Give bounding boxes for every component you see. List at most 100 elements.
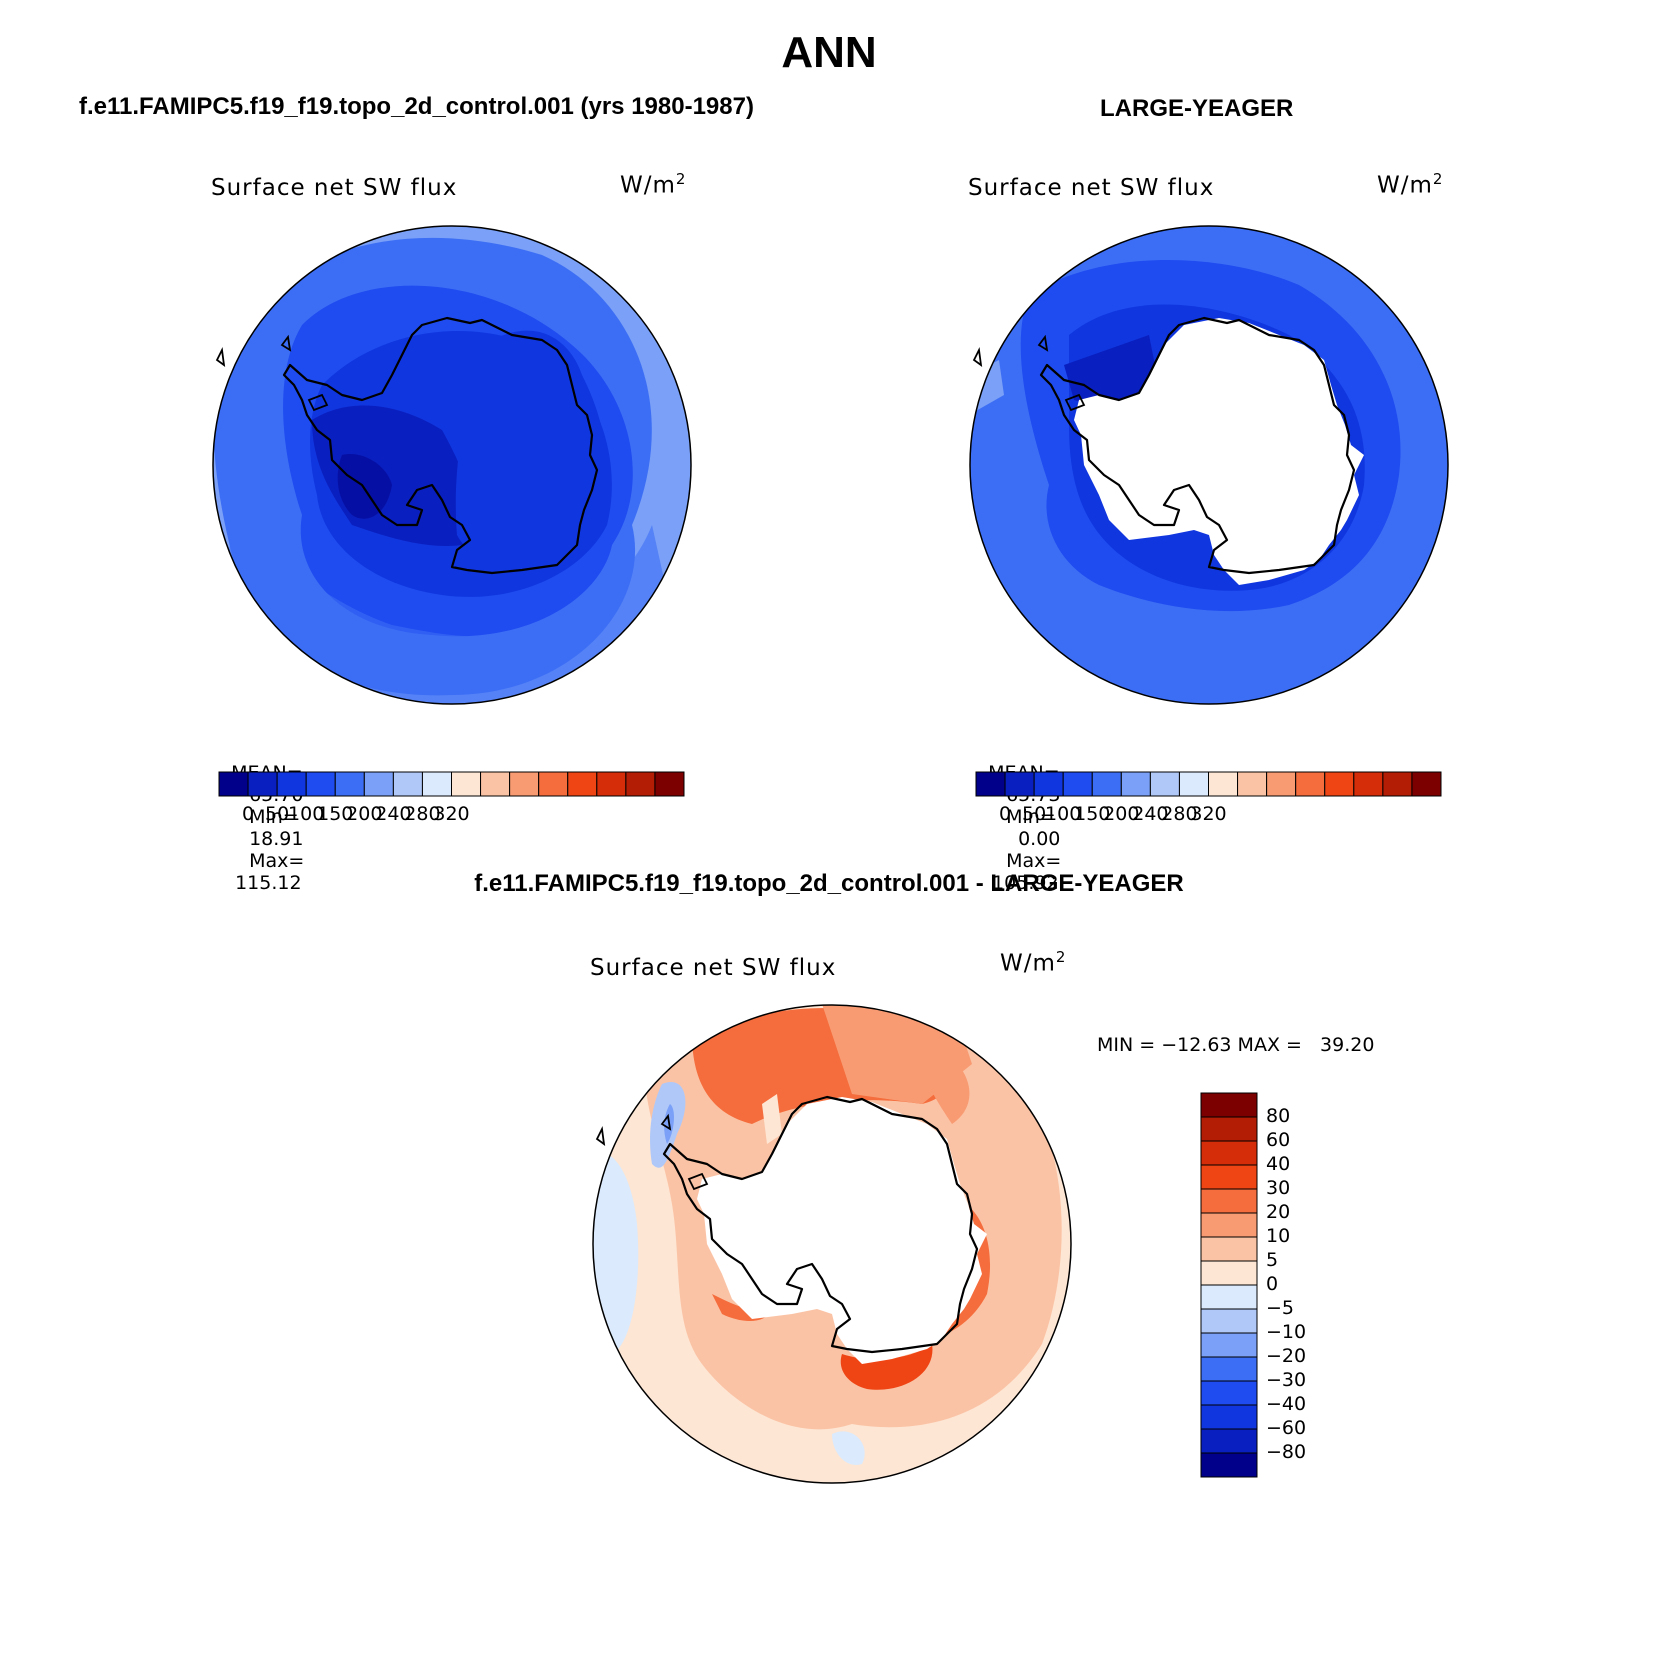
- panel2-coastline: [1039, 316, 1356, 575]
- colorbar-swatch: [1200, 1188, 1258, 1214]
- colorbar-swatch: [1266, 771, 1297, 797]
- panel1-max-label: Max=: [249, 850, 305, 872]
- colorbar-swatch: [1149, 771, 1180, 797]
- colorbar-swatch: [1200, 1356, 1258, 1382]
- colorbar-tick-label: −10: [1266, 1321, 1307, 1343]
- colorbar-tick-label: 10: [1266, 1225, 1291, 1247]
- colorbar-swatch: [1004, 771, 1035, 797]
- colorbar-tick-label: −60: [1266, 1417, 1307, 1439]
- panel1-min-label: Min=: [249, 806, 299, 828]
- colorbar-swatch: [1178, 771, 1209, 797]
- colorbar-swatch: [1200, 1140, 1258, 1166]
- panel2-units-text: W/m: [1377, 172, 1433, 199]
- colorbar-swatch: [1200, 1308, 1258, 1334]
- panel2-ice-mask: [1074, 318, 1364, 585]
- panel2-colorbar: [975, 771, 1442, 797]
- colorbar-tick-label: 0: [1266, 1273, 1279, 1295]
- colorbar-swatch: [975, 771, 1006, 797]
- panel3-units-text: W/m: [1000, 950, 1056, 977]
- colorbar-tick-label: 20: [1266, 1201, 1291, 1223]
- colorbar-swatch: [1120, 771, 1151, 797]
- colorbar-tick-label: 30: [1266, 1177, 1291, 1199]
- colorbar-swatch: [392, 771, 423, 797]
- colorbar-swatch: [1411, 771, 1442, 797]
- colorbar-tick-label: −20: [1266, 1345, 1307, 1367]
- colorbar-tick-label: −5: [1266, 1297, 1295, 1319]
- colorbar-tick-label: 100: [1045, 803, 1082, 825]
- panel3-units: W/m2: [1000, 948, 1066, 977]
- colorbar-swatch: [1295, 771, 1326, 797]
- colorbar-tick-label: 5: [1266, 1249, 1279, 1271]
- colorbar-swatch: [1382, 771, 1413, 797]
- colorbar-swatch: [276, 771, 307, 797]
- panel3-map: [592, 1004, 1072, 1484]
- colorbar-tick-label: 50: [1022, 803, 1047, 825]
- panel1-max-value: 115.12: [235, 872, 302, 894]
- colorbar-swatch: [625, 771, 656, 797]
- colorbar-tick-label: 280: [1161, 803, 1198, 825]
- colorbar-swatch: [596, 771, 627, 797]
- colorbar-tick-label: 50: [265, 803, 290, 825]
- colorbar-tick-label: 0: [242, 803, 255, 825]
- panel1-units-text: W/m: [620, 172, 676, 199]
- colorbar-swatch: [509, 771, 540, 797]
- panel1-colorbar-ticks: 0 50 100 150 200 240 280 320: [219, 803, 684, 827]
- colorbar-swatch: [305, 771, 336, 797]
- colorbar-swatch: [654, 771, 685, 797]
- colorbar-swatch: [1033, 771, 1064, 797]
- colorbar-tick-label: 320: [433, 803, 470, 825]
- panel1-map: [212, 225, 692, 705]
- panel2-min-value: 0.00: [1018, 828, 1061, 850]
- colorbar-tick-label: −40: [1266, 1393, 1307, 1415]
- colorbar-swatch: [218, 771, 249, 797]
- panel3-minmax: MIN = −12.63 MAX = 39.20: [1097, 1034, 1375, 1056]
- panel2-map: [969, 225, 1449, 705]
- colorbar-swatch: [363, 771, 394, 797]
- colorbar-tick-label: 150: [1074, 803, 1111, 825]
- panel2-field: [970, 226, 1448, 704]
- panel2-max-label: Max=: [1006, 850, 1062, 872]
- colorbar-swatch: [1200, 1236, 1258, 1262]
- colorbar-swatch: [1200, 1428, 1258, 1454]
- panel3-units-sup: 2: [1055, 948, 1067, 966]
- colorbar-swatch: [1200, 1212, 1258, 1238]
- panel3-colorbar-ticks: 80 60 40 30 20 10 5 0 −5 −10 −20 −30 −40 −60 −80: [1266, 1093, 1346, 1477]
- colorbar-swatch: [1062, 771, 1093, 797]
- colorbar-swatch: [334, 771, 365, 797]
- panel1-units: W/m2: [620, 170, 686, 199]
- colorbar-swatch: [1200, 1116, 1258, 1142]
- colorbar-swatch: [451, 771, 482, 797]
- colorbar-tick-label: −80: [1266, 1441, 1307, 1463]
- panel2-units: W/m2: [1377, 170, 1443, 199]
- colorbar-swatch: [1200, 1284, 1258, 1310]
- panel1-field: [213, 226, 691, 704]
- colorbar-swatch: [1200, 1332, 1258, 1358]
- panel3-colorbar: [1200, 1092, 1258, 1478]
- panel1-colorbar: [218, 771, 685, 797]
- panel1-title: Surface net SW flux: [211, 175, 458, 201]
- panel2-max-value: 105.92: [992, 872, 1059, 894]
- panel3-header: f.e11.FAMIPC5.f19_f19.topo_2d_control.00…: [474, 870, 1184, 897]
- colorbar-swatch: [1237, 771, 1268, 797]
- panel1-units-sup: 2: [675, 170, 687, 188]
- colorbar-swatch: [1208, 771, 1239, 797]
- panel1-min-value: 18.91: [249, 828, 304, 850]
- colorbar-swatch: [538, 771, 569, 797]
- figure-title: ANN: [781, 28, 877, 77]
- colorbar-swatch: [1200, 1380, 1258, 1406]
- colorbar-tick-label: 200: [1103, 803, 1140, 825]
- colorbar-tick-label: 280: [404, 803, 441, 825]
- colorbar-swatch: [1091, 771, 1122, 797]
- colorbar-swatch: [1200, 1260, 1258, 1286]
- colorbar-tick-label: −30: [1266, 1369, 1307, 1391]
- panel2-colorbar-ticks: 0 50 100 150 200 240 280 320: [976, 803, 1441, 827]
- colorbar-tick-label: 320: [1190, 803, 1227, 825]
- colorbar-swatch: [1324, 771, 1355, 797]
- panel3-title: Surface net SW flux: [590, 955, 837, 981]
- colorbar-swatch: [1200, 1164, 1258, 1190]
- colorbar-tick-label: 60: [1266, 1129, 1291, 1151]
- colorbar-tick-label: 150: [317, 803, 354, 825]
- colorbar-tick-label: 200: [346, 803, 383, 825]
- panel1-header: f.e11.FAMIPC5.f19_f19.topo_2d_control.00…: [79, 93, 754, 120]
- panel3-coastline: [662, 1095, 979, 1354]
